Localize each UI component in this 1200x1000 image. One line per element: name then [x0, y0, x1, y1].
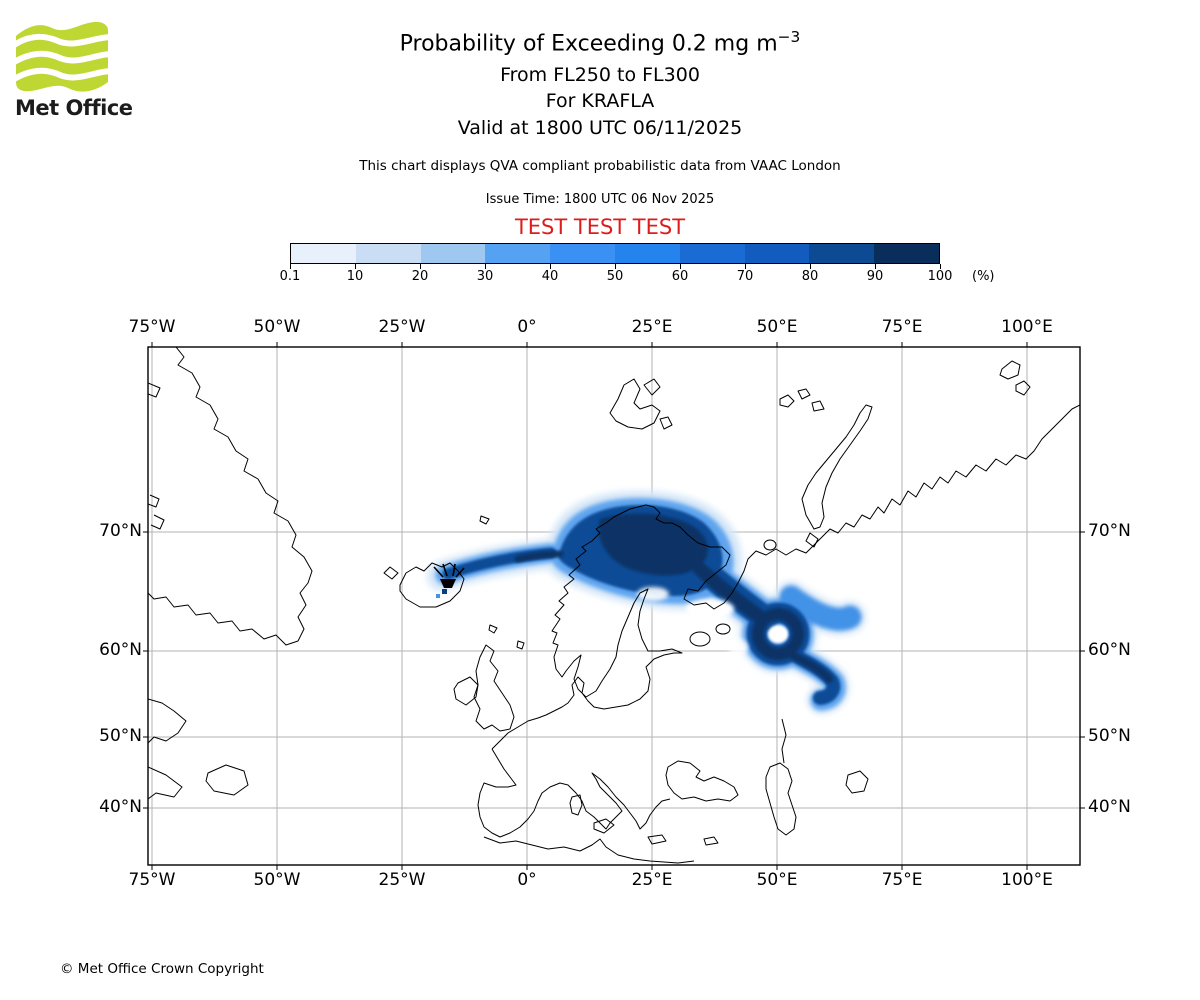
colorbar-tick: [355, 264, 356, 269]
lon-label-top: 75°E: [881, 317, 923, 337]
lat-label-left: 50°N: [99, 726, 142, 746]
colorbar-label: 80: [801, 269, 819, 284]
coast-arctic-canada: [148, 382, 165, 530]
subtitle-valid-time: Valid at 1800 UTC 06/11/2025: [457, 117, 743, 139]
coast-nova-scotia: [148, 766, 183, 800]
coast-britain: [473, 644, 515, 732]
coast-svalbard: [609, 378, 673, 430]
lon-label-bottom: 75°E: [881, 870, 923, 890]
coast-severnaya-zemlya: [999, 360, 1031, 396]
coast-aral: [845, 770, 869, 794]
colorbar-unit: (%): [972, 269, 995, 284]
lon-label-top: 0°: [517, 317, 537, 337]
met-office-logo: [14, 21, 110, 92]
coast-south-europe: [477, 748, 671, 838]
colorbar-segment: [355, 244, 421, 263]
colorbar-label: 10: [346, 269, 364, 284]
coast-iceland: [383, 562, 465, 608]
colorbar-tick: [485, 264, 486, 269]
colorbar-tick: [680, 264, 681, 269]
probability-map: [143, 342, 1085, 870]
colorbar-label: 0.1: [279, 269, 301, 284]
colorbar-tick: [940, 264, 941, 269]
colorbar-tick: [290, 264, 291, 269]
title-exponent: −3: [777, 28, 801, 46]
coast-small-isles: [479, 515, 525, 650]
lat-label-right: 70°N: [1088, 521, 1131, 541]
colorbar-label: 20: [411, 269, 429, 284]
coast-ireland: [453, 676, 479, 706]
lat-label-right: 40°N: [1088, 797, 1131, 817]
colorbar-segment: [809, 244, 875, 263]
coast-north-africa: [483, 836, 695, 864]
lon-label-top: 75°W: [128, 317, 176, 337]
colorbar-tick: [550, 264, 551, 269]
coast-europe-scandinavia: [491, 404, 1080, 750]
colorbar-label: 50: [606, 269, 624, 284]
colorbar-label: 100: [927, 269, 953, 284]
axis-ticks: [143, 342, 1085, 870]
coast-caspian: [765, 718, 797, 836]
colorbar-segment: [874, 244, 939, 263]
colorbar-tick: [615, 264, 616, 269]
coast-lakes: [689, 623, 731, 647]
probability-colorbar: [290, 243, 940, 264]
coast-greenland: [148, 347, 313, 646]
coast-novaya-zemlya: [763, 404, 873, 551]
lon-label-bottom: 0°: [517, 870, 537, 890]
lat-label-left: 40°N: [99, 797, 142, 817]
subtitle-flight-levels: From FL250 to FL300: [500, 64, 700, 86]
coast-black-sea: [665, 760, 739, 802]
colorbar-label: 30: [476, 269, 494, 284]
lon-label-bottom: 25°W: [378, 870, 426, 890]
lat-label-left: 70°N: [99, 521, 142, 541]
coast-franz-josef: [779, 388, 825, 412]
colorbar-segment: [744, 244, 810, 263]
lon-label-top: 50°W: [253, 317, 301, 337]
lon-label-bottom: 25°E: [631, 870, 673, 890]
met-office-wordmark: Met Office: [15, 96, 133, 120]
coast-newfoundland: [205, 764, 249, 796]
lon-label-top: 25°E: [631, 317, 673, 337]
colorbar-segment: [485, 244, 551, 263]
page-title: Probability of Exceeding 0.2 mg m−3: [399, 28, 801, 57]
colorbar-label: 70: [736, 269, 754, 284]
lon-label-top: 100°E: [1001, 317, 1053, 337]
colorbar-segment: [550, 244, 615, 263]
lat-label-right: 60°N: [1088, 640, 1131, 660]
test-banner: TEST TEST TEST: [514, 215, 686, 239]
colorbar-segment: [614, 244, 680, 263]
colorbar-tick: [420, 264, 421, 269]
chart-description: This chart displays QVA compliant probab…: [359, 158, 841, 174]
lon-label-bottom: 75°W: [128, 870, 176, 890]
coast-labrador: [148, 698, 187, 744]
colorbar-segment: [420, 244, 486, 263]
colorbar-label: 60: [671, 269, 689, 284]
colorbar-tick: [810, 264, 811, 269]
colorbar-label: 90: [866, 269, 884, 284]
colorbar-segment: [679, 244, 745, 263]
issue-time: Issue Time: 1800 UTC 06 Nov 2025: [485, 192, 715, 207]
colorbar-tick: [875, 264, 876, 269]
graticule: [148, 347, 1080, 865]
colorbar-segment: [291, 244, 356, 263]
lon-label-bottom: 50°E: [756, 870, 798, 890]
ash-plume: [427, 491, 866, 714]
lat-label-right: 50°N: [1088, 726, 1131, 746]
copyright-notice: © Met Office Crown Copyright: [60, 961, 264, 977]
volcano-marker: [433, 563, 465, 598]
lon-label-top: 50°E: [756, 317, 798, 337]
coastlines: [148, 347, 1080, 864]
lon-label-bottom: 100°E: [1001, 870, 1053, 890]
colorbar-tick: [745, 264, 746, 269]
lat-label-left: 60°N: [99, 640, 142, 660]
colorbar-label: 40: [541, 269, 559, 284]
lon-label-bottom: 50°W: [253, 870, 301, 890]
subtitle-volcano: For KRAFLA: [545, 90, 655, 112]
map-frame: [147, 346, 1081, 866]
lon-label-top: 25°W: [378, 317, 426, 337]
coast-med-islands: [569, 794, 719, 846]
